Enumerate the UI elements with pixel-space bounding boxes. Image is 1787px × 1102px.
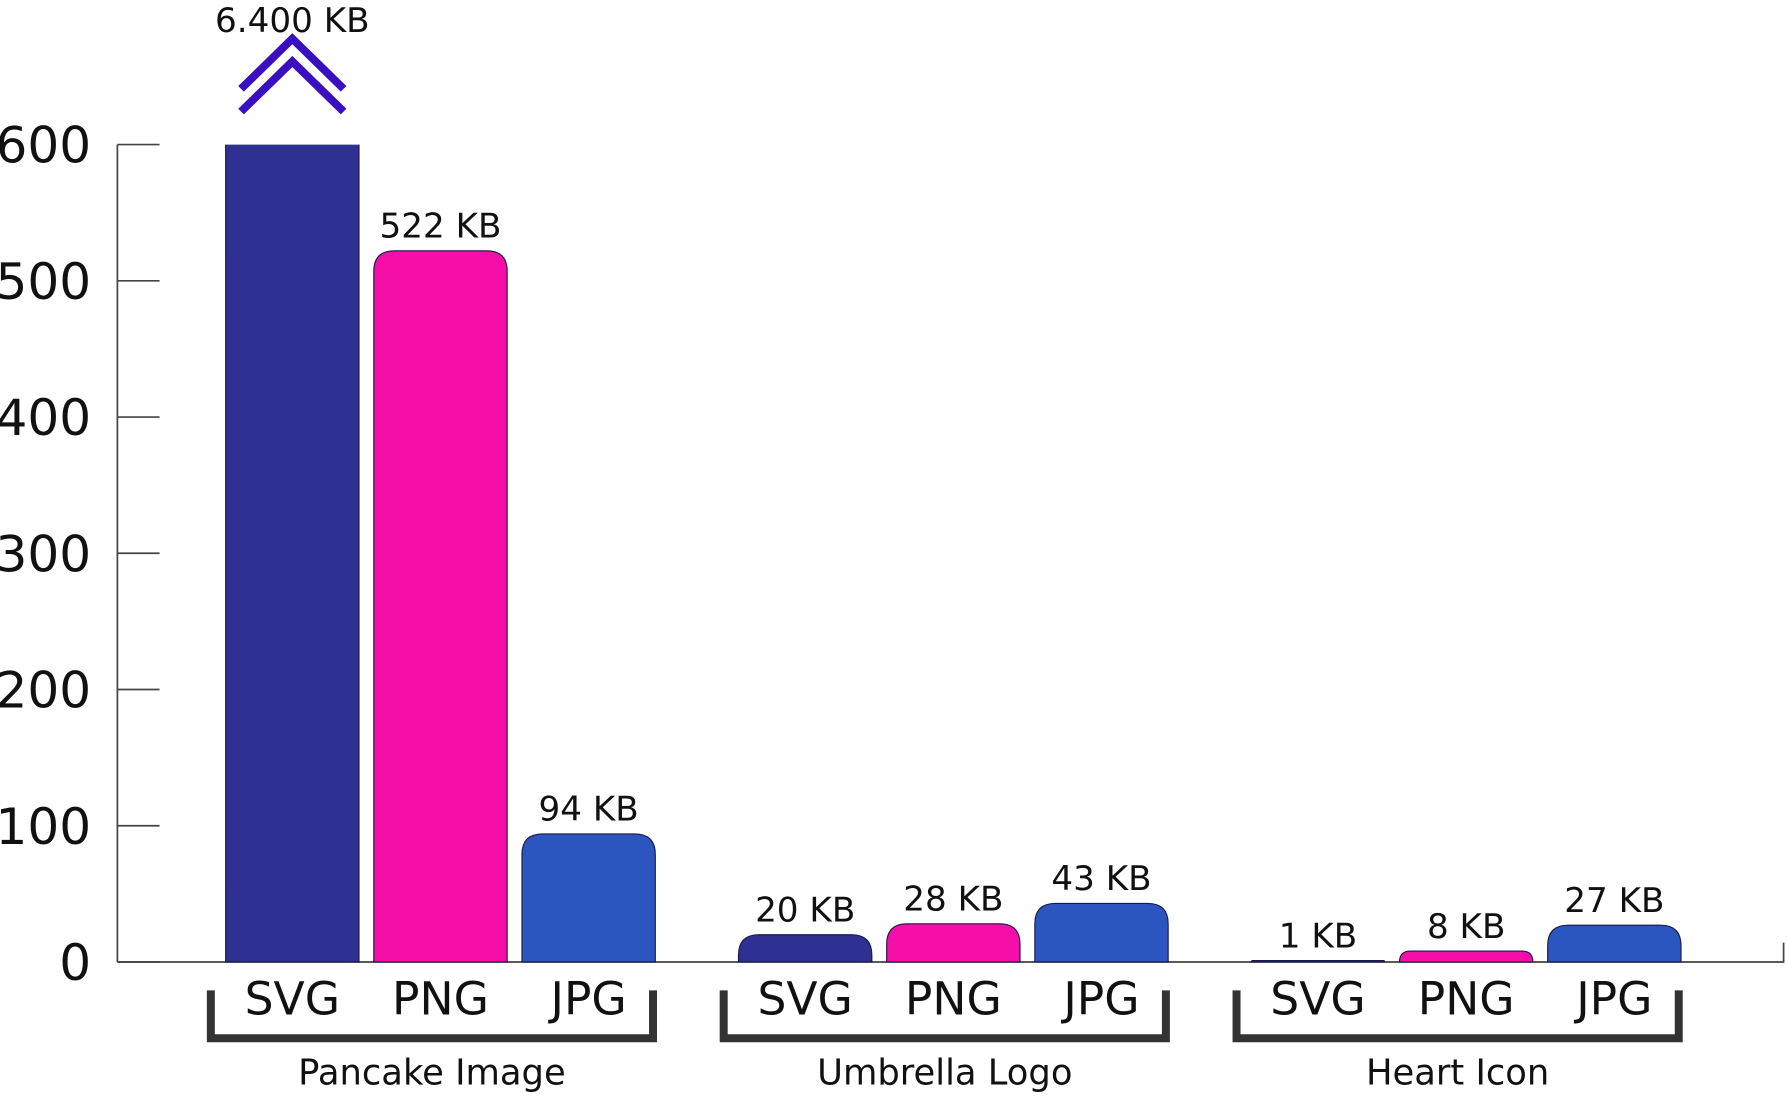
value-label: 43 KB bbox=[1051, 859, 1151, 899]
bar bbox=[1250, 960, 1386, 963]
y-tick-label: 400 bbox=[0, 388, 91, 447]
value-label: 28 KB bbox=[903, 880, 1003, 920]
bar bbox=[737, 934, 873, 963]
series-label: JPG bbox=[1573, 972, 1652, 1025]
x-tick-label: Heart Icon bbox=[1366, 1053, 1549, 1094]
bar bbox=[1398, 950, 1534, 963]
plot-area bbox=[225, 144, 1682, 963]
y-tick-label: 200 bbox=[0, 661, 91, 720]
group-bracket bbox=[1232, 990, 1683, 1043]
x-tick-label: Pancake Image bbox=[298, 1053, 566, 1094]
y-tick-label: 100 bbox=[0, 797, 91, 856]
value-label: 94 KB bbox=[539, 790, 639, 830]
series-label: SVG bbox=[1270, 972, 1365, 1025]
overflow-arrow bbox=[238, 33, 347, 92]
bar bbox=[1547, 924, 1682, 963]
value-label: 1 KB bbox=[1279, 916, 1357, 956]
group-bracket bbox=[719, 990, 1170, 1043]
bar bbox=[886, 923, 1021, 963]
series-label: SVG bbox=[757, 972, 852, 1025]
value-label: 27 KB bbox=[1564, 881, 1664, 921]
series-label: JPG bbox=[1060, 972, 1139, 1025]
bar bbox=[521, 833, 656, 963]
x-tick-label: Umbrella Logo bbox=[817, 1053, 1072, 1094]
value-label: 8 KB bbox=[1427, 907, 1505, 947]
y-tick-label: 500 bbox=[0, 252, 91, 311]
y-tick-label: 300 bbox=[0, 524, 91, 583]
series-label: PNG bbox=[392, 972, 489, 1025]
series-label: PNG bbox=[1418, 972, 1515, 1025]
series-label: SVG bbox=[245, 972, 340, 1025]
bar bbox=[225, 144, 360, 963]
x-axis bbox=[117, 942, 1785, 963]
series-label: JPG bbox=[548, 972, 627, 1025]
overflow-arrow bbox=[238, 55, 347, 115]
y-tick-label: 0 bbox=[59, 933, 91, 992]
value-label: 6.400 KB bbox=[215, 1, 370, 41]
series-label: PNG bbox=[905, 972, 1002, 1025]
group-bracket bbox=[206, 990, 658, 1043]
value-label: 522 KB bbox=[380, 207, 502, 247]
bar bbox=[373, 250, 508, 963]
value-label: 20 KB bbox=[755, 890, 855, 930]
y-tick-label: 600 bbox=[0, 116, 91, 175]
bar bbox=[1034, 902, 1169, 963]
